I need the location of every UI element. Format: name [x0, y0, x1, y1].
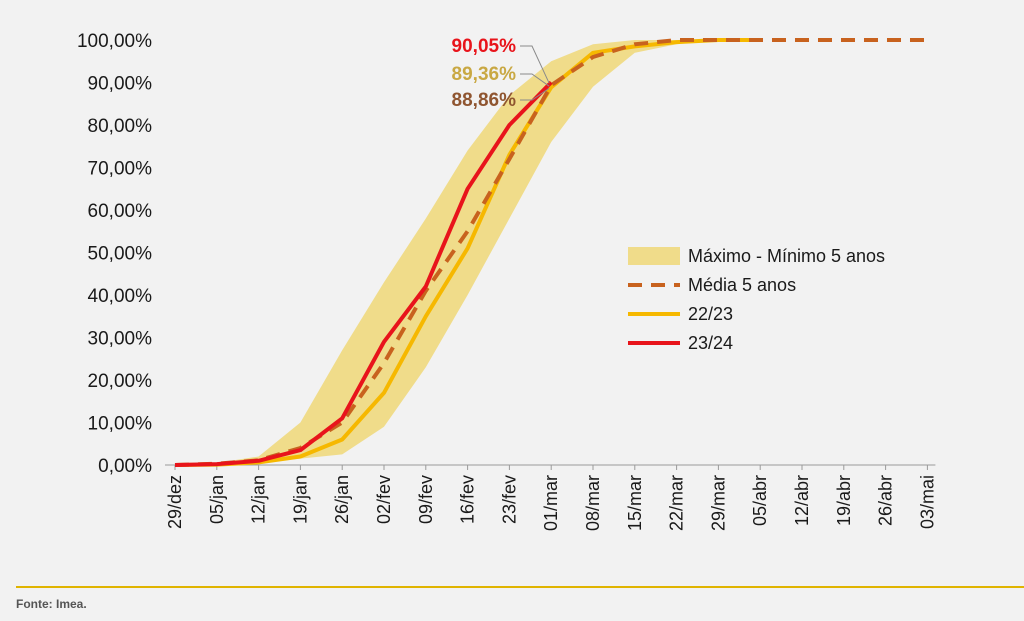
y-tick-label: 20,00%	[88, 371, 153, 392]
annotation-leader	[520, 73, 550, 87]
y-tick-label: 90,00%	[88, 74, 153, 95]
legend-label: 23/24	[688, 333, 733, 353]
line-chart: 0,00% 10,00% 20,00% 30,00% 40,00% 50,00% 60,00…	[77, 31, 937, 531]
x-tick-label: 12/abr	[792, 475, 812, 526]
legend-label: 22/23	[688, 304, 733, 324]
x-tick-label: 01/mar	[541, 475, 561, 531]
y-tick-label: 60,00%	[88, 201, 153, 222]
annotation-leader	[520, 45, 550, 84]
legend-label: Máximo - Mínimo 5 anos	[688, 246, 885, 266]
x-tick-label: 02/fev	[374, 475, 394, 524]
x-tick-label: 19/jan	[290, 475, 310, 524]
x-tick-label: 15/mar	[625, 475, 645, 531]
y-tick-label: 10,00%	[88, 414, 153, 435]
x-tick-label: 23/fev	[499, 475, 519, 524]
x-tick-label: 03/mai	[917, 475, 937, 529]
x-tick-label: 12/jan	[249, 475, 269, 524]
y-tick-label: 50,00%	[88, 244, 153, 265]
x-tick-label: 29/mar	[708, 475, 728, 531]
series-line-2	[174, 80, 553, 467]
y-tick-label: 80,00%	[88, 116, 153, 137]
x-tick-label: 22/mar	[667, 475, 687, 531]
legend-swatch-band	[628, 247, 680, 265]
y-tick-label: 100,00%	[77, 31, 152, 52]
x-tick-label: 16/fev	[458, 475, 478, 524]
band-max-min	[175, 40, 761, 465]
y-tick-label: 70,00%	[88, 159, 153, 180]
x-tick-label: 05/jan	[207, 475, 227, 524]
y-tick-label: 0,00%	[98, 456, 152, 477]
annotation-label: 89,36%	[452, 64, 517, 85]
annotation-label: 90,05%	[452, 36, 517, 57]
x-tick-label: 26/jan	[332, 475, 352, 524]
x-tick-label: 05/abr	[750, 475, 770, 526]
annotation-leader	[520, 87, 550, 101]
annotation-label: 88,86%	[452, 90, 517, 111]
x-tick-label: 19/abr	[834, 475, 854, 526]
x-tick-label: 09/fev	[416, 475, 436, 524]
source-note: Fonte: Imea.	[16, 597, 87, 611]
x-tick-label: 29/dez	[165, 475, 185, 529]
series-line-1	[174, 38, 761, 467]
x-tick-label: 08/mar	[583, 475, 603, 531]
x-tick-label: 26/abr	[876, 475, 896, 526]
y-tick-label: 30,00%	[88, 329, 153, 350]
footer-divider	[16, 586, 1024, 588]
legend-label: Média 5 anos	[688, 275, 796, 295]
y-tick-label: 40,00%	[88, 286, 153, 307]
